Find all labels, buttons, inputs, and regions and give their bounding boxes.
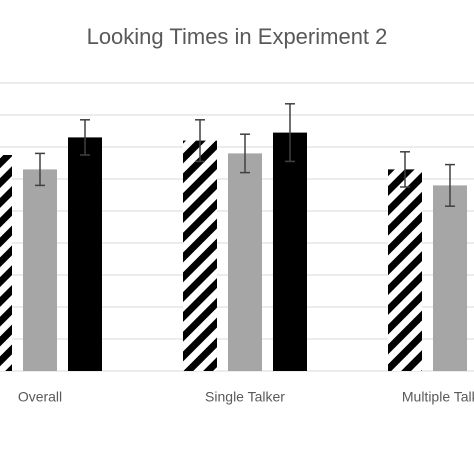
error-bar [35, 152, 45, 187]
chart-title: Looking Times in Experiment 2 [87, 24, 388, 49]
error-bar [400, 151, 410, 188]
bar [68, 137, 102, 371]
error-bar [195, 119, 205, 163]
bar [228, 153, 262, 371]
bar [23, 169, 57, 371]
error-bar [285, 103, 295, 163]
bar [388, 169, 422, 371]
error-bar [445, 163, 455, 207]
x-tick-label: Overall [18, 389, 62, 405]
x-tick-label: Multiple Talkers [402, 389, 474, 405]
x-tick-label: Single Talker [205, 389, 285, 405]
bar [0, 155, 12, 371]
bar [183, 140, 217, 371]
error-bar [240, 133, 250, 174]
error-bar [80, 119, 90, 156]
bar [433, 185, 467, 371]
bars [0, 103, 467, 371]
bar [273, 132, 307, 371]
